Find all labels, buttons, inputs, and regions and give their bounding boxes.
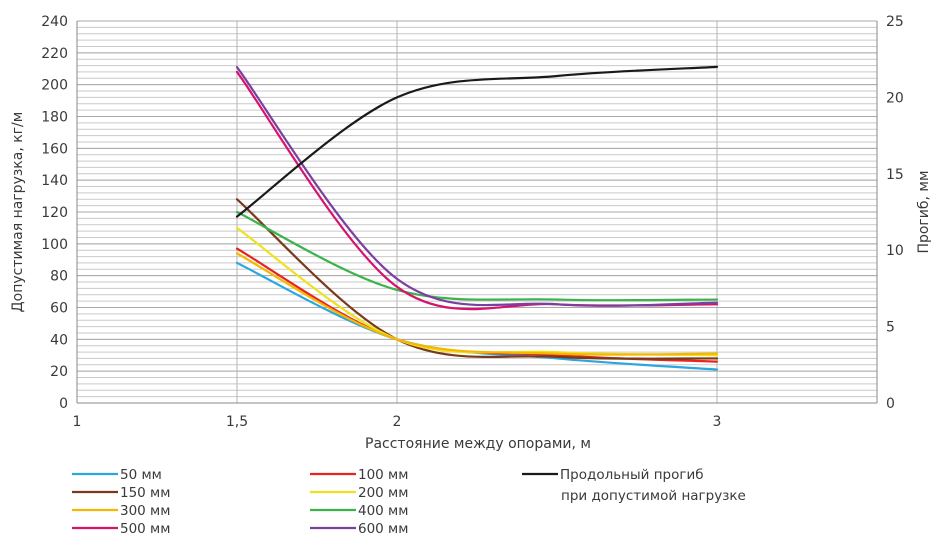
legend-entry: 400 мм [310, 503, 408, 519]
legend-entry: 200 мм [310, 485, 408, 501]
legend-entry: 150 мм [72, 485, 170, 501]
legend-entry-deflection: Продольный прогиб при допустимой нагрузке [522, 467, 746, 504]
legend-label: 600 мм [358, 521, 408, 537]
legend-label: 100 мм [358, 467, 408, 483]
x-tick-label: 2 [393, 414, 402, 430]
y-tick-label: 60 [50, 301, 68, 317]
y-tick-label: 140 [41, 173, 68, 189]
series-line-8 [235, 66, 719, 307]
legend-label: 500 мм [120, 521, 170, 537]
legend-label: 150 мм [120, 485, 170, 501]
y-tick-label: 20 [50, 364, 68, 380]
y-axis-title: Допустимая нагрузка, кг/м [10, 112, 26, 313]
legend-entry: 600 мм [310, 521, 408, 537]
y2-tick-label: 15 [886, 167, 904, 183]
series-line-4 [235, 226, 719, 357]
x-axis-title: Расстояние между опорами, м [365, 436, 591, 452]
y-tick-label: 180 [41, 110, 68, 126]
legend-label: 200 мм [358, 485, 408, 501]
y-tick-label: 120 [41, 205, 68, 221]
y2-tick-label: 0 [886, 396, 895, 412]
y2-tick-label: 25 [886, 14, 904, 30]
legend-label: 300 мм [120, 503, 170, 519]
legend: 50 мм 100 мм 150 мм 200 мм 300 мм 400 мм 500 м… [72, 467, 746, 537]
series-line-5 [235, 252, 719, 356]
legend-entry: 100 мм [310, 467, 408, 483]
series-layer [235, 65, 719, 371]
y2-tick-label: 20 [886, 90, 904, 106]
y-tick-label: 80 [50, 269, 68, 285]
y-tick-label: 40 [50, 332, 68, 348]
series-line-7 [235, 70, 719, 311]
legend-entry: 500 мм [72, 521, 170, 537]
series-line-9 [235, 65, 719, 218]
x-tick-label: 1 [73, 414, 82, 430]
legend-label: 400 мм [358, 503, 408, 519]
axes: 0204060801001201401601802002202400510152… [41, 14, 904, 430]
y2-tick-label: 10 [886, 243, 904, 259]
y-tick-label: 0 [59, 396, 68, 412]
y-tick-label: 100 [41, 237, 68, 253]
series-line-3 [235, 198, 719, 360]
y-tick-label: 220 [41, 46, 68, 62]
x-tick-label: 3 [713, 414, 722, 430]
y-tick-label: 240 [41, 14, 68, 30]
legend-label: Продольный прогиб [560, 467, 704, 483]
x-tick-label: 1,5 [226, 414, 248, 430]
legend-label: при допустимой нагрузке [561, 488, 746, 504]
legend-entry: 50 мм [72, 467, 162, 483]
series-line-6 [235, 210, 719, 302]
grid [76, 20, 877, 404]
legend-entry: 300 мм [72, 503, 170, 519]
legend-label: 50 мм [120, 467, 162, 483]
y2-axis-title: Прогиб, мм [916, 170, 932, 253]
y2-tick-label: 5 [886, 320, 895, 336]
y-tick-label: 160 [41, 141, 68, 157]
y-tick-label: 200 [41, 78, 68, 94]
